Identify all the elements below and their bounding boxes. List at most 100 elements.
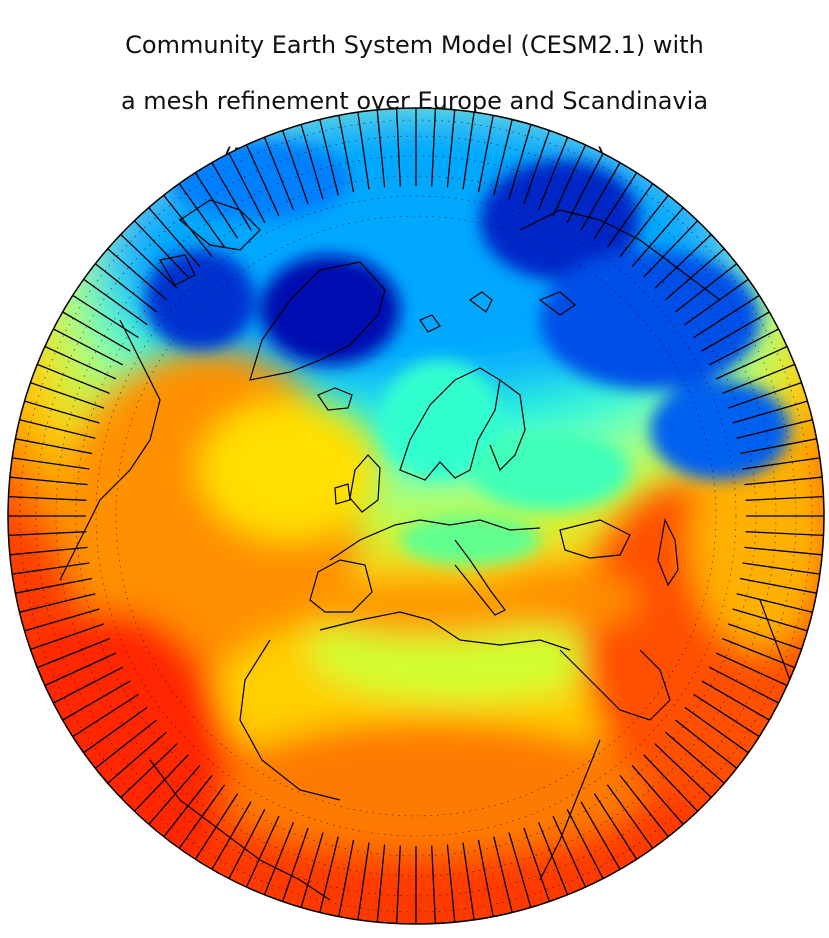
mesh-spoke [178,183,226,248]
mesh-spoke [9,476,88,486]
mesh-spoke [300,832,324,908]
mesh-ring [35,135,797,897]
mesh-spoke [107,248,168,301]
mesh-spoke [12,457,90,470]
mesh-ring [75,175,757,857]
mesh-spoke [357,842,370,920]
mesh-spoke [376,109,386,188]
mesh-spoke [744,546,823,556]
mesh-spoke [36,637,110,669]
mesh-spoke [593,793,638,860]
mesh-spoke [9,546,88,556]
mesh-spoke [319,119,339,196]
mesh-spoke [643,754,699,812]
mesh-spoke [537,136,569,210]
mesh-spoke [376,844,386,923]
mesh-spoke [357,112,370,190]
mesh-ring [19,119,813,913]
mesh-spoke [732,400,808,424]
mesh-spoke [281,827,309,902]
mesh-spoke [211,162,252,231]
mesh-spoke [580,801,621,870]
mesh-spoke [148,207,201,268]
mesh-spoke [44,345,117,380]
mesh-spoke [593,172,638,239]
mesh-spoke [53,328,123,366]
mesh-spoke [24,400,100,424]
mesh-spoke [732,608,808,632]
title-line-1: Community Earth System Model (CESM2.1) w… [125,31,704,59]
mesh-spoke [8,495,87,501]
mesh-spoke [72,693,139,738]
mesh-spoke [53,666,123,704]
mesh-spoke [715,652,788,687]
mesh-spoke [395,108,401,187]
mesh-spoke [431,108,437,187]
mesh-spoke [120,233,178,289]
mesh-spoke [744,476,823,486]
mesh-spoke [30,381,105,409]
mesh-spoke [338,839,355,917]
mesh-spoke [493,836,513,913]
mesh-spoke [537,822,569,896]
mesh-spoke [693,294,760,339]
mesh-spoke [552,815,587,888]
mesh-spoke [722,637,796,669]
mesh-spoke [148,764,201,825]
mesh-spoke [133,220,189,278]
mesh-spoke [631,764,684,825]
mesh-spoke [19,419,96,439]
mesh-spoke [508,832,532,908]
mesh-spoke [684,706,749,754]
mesh-spoke [62,680,131,721]
mesh-spoke [263,822,295,896]
mesh-spoke [245,144,280,217]
mesh-spoke [83,278,148,326]
mesh-spoke [30,623,105,651]
mesh-spoke [194,793,239,860]
mesh-spoke [19,593,96,613]
mesh-ring [115,215,717,817]
globe-outline [7,107,825,925]
mesh-ring [95,195,737,837]
mesh-spoke [36,363,110,395]
mesh-spoke [654,743,712,799]
mesh-spoke [62,311,131,352]
mesh-spoke [446,109,456,188]
mesh-spoke [742,457,820,470]
mesh-spoke [664,731,725,784]
mesh-spoke [674,719,738,769]
mesh-spoke [245,815,280,888]
mesh-spoke [462,842,475,920]
mesh-spoke [619,774,669,838]
mesh-spoke [643,220,699,278]
coastlines [59,199,801,901]
mesh-spoke [552,144,587,217]
mesh-spoke [194,172,239,239]
mesh-spoke [606,784,654,849]
mesh-grid [8,108,824,924]
mesh-spoke [674,263,738,313]
mesh-spoke [739,438,817,455]
mesh-spoke [178,784,226,849]
mesh-spoke [107,731,168,784]
mesh-spoke [163,774,213,838]
mesh-spoke [395,845,401,924]
mesh-spoke [727,623,802,651]
mesh-spoke [693,693,760,738]
mesh-spoke [281,130,309,205]
mesh-spoke [8,531,87,537]
mesh-spoke [715,345,788,380]
mesh-spoke [654,233,712,289]
mesh-spoke [709,666,779,704]
mesh-spoke [446,844,456,923]
mesh-spoke [722,363,796,395]
mesh-spoke [228,809,266,879]
mesh-spoke [12,562,90,575]
mesh-spoke [619,194,669,258]
mesh-spoke [72,294,139,339]
mesh-spoke [566,153,604,223]
mesh-spoke [462,112,475,190]
mesh-spoke [523,827,551,902]
